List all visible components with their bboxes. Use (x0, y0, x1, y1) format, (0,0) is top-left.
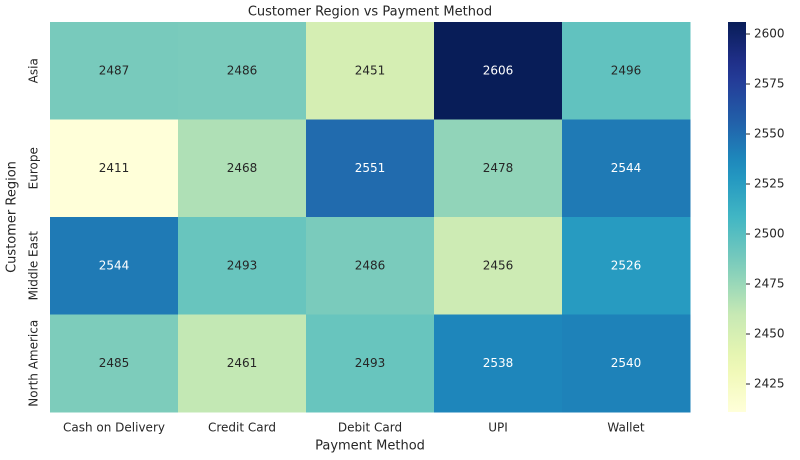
heatmap-cell (562, 217, 691, 315)
y-tick-label: Europe (27, 147, 41, 189)
heatmap-cell (178, 217, 307, 315)
x-axis-label: Payment Method (315, 439, 425, 454)
heatmap-cell (178, 119, 307, 218)
heatmap-cell (434, 22, 563, 120)
cell-label: 2468 (227, 161, 258, 175)
heatmap-cell (306, 314, 435, 413)
colorbar (728, 22, 746, 412)
cell-label: 2485 (99, 356, 130, 370)
colorbar-tick-label: 2425 (754, 377, 785, 391)
cell-label: 2540 (611, 356, 642, 370)
y-tick-label: Asia (27, 58, 41, 83)
heatmap-cell (306, 119, 435, 218)
x-tick-label: Debit Card (338, 421, 402, 435)
colorbar-tick-label: 2525 (754, 177, 785, 191)
colorbar-tick-label: 2475 (754, 277, 785, 291)
cell-label: 2538 (483, 356, 514, 370)
cell-label: 2544 (99, 258, 130, 272)
cell-label: 2493 (227, 258, 258, 272)
cell-label: 2456 (483, 258, 514, 272)
colorbar-tick-label: 2450 (754, 327, 785, 341)
cell-label: 2526 (611, 258, 642, 272)
heatmap-cell (50, 217, 179, 315)
cell-label: 2551 (355, 161, 386, 175)
cell-label: 2486 (227, 63, 258, 77)
cell-label: 2486 (355, 258, 386, 272)
y-tick-label: North America (27, 320, 41, 407)
heatmap-cell (50, 119, 179, 218)
colorbar-tick-label: 2550 (754, 127, 785, 141)
heatmap-cell (434, 314, 563, 413)
cell-label: 2411 (99, 161, 130, 175)
cell-label: 2496 (611, 63, 642, 77)
x-tick-label: Wallet (607, 421, 645, 435)
cell-label: 2606 (483, 63, 514, 77)
heatmap-cell (562, 314, 691, 413)
heatmap-cell (562, 119, 691, 218)
cell-label: 2493 (355, 356, 386, 370)
heatmap-cell (50, 22, 179, 120)
x-tick-label: UPI (488, 421, 508, 435)
cell-label: 2451 (355, 63, 386, 77)
cell-label: 2478 (483, 161, 514, 175)
heatmap-cell (562, 22, 691, 120)
y-axis-label: Customer Region (5, 161, 20, 273)
heatmap-cell (178, 22, 307, 120)
x-tick-label: Credit Card (208, 421, 276, 435)
heatmap-cell (178, 314, 307, 413)
x-tick-label: Cash on Delivery (63, 421, 165, 435)
colorbar-tick-label: 2575 (754, 77, 785, 91)
chart-title: Customer Region vs Payment Method (248, 5, 492, 20)
colorbar-tick-label: 2500 (754, 227, 785, 241)
cell-label: 2461 (227, 356, 258, 370)
heatmap-cell (306, 217, 435, 315)
heatmap-cell (434, 119, 563, 218)
heatmap-cell (306, 22, 435, 120)
colorbar-tick-label: 2600 (754, 27, 785, 41)
heatmap-cell (50, 314, 179, 413)
y-tick-label: Middle East (27, 231, 41, 301)
cell-label: 2544 (611, 161, 642, 175)
cell-label: 2487 (99, 63, 130, 77)
heatmap-cell (434, 217, 563, 315)
